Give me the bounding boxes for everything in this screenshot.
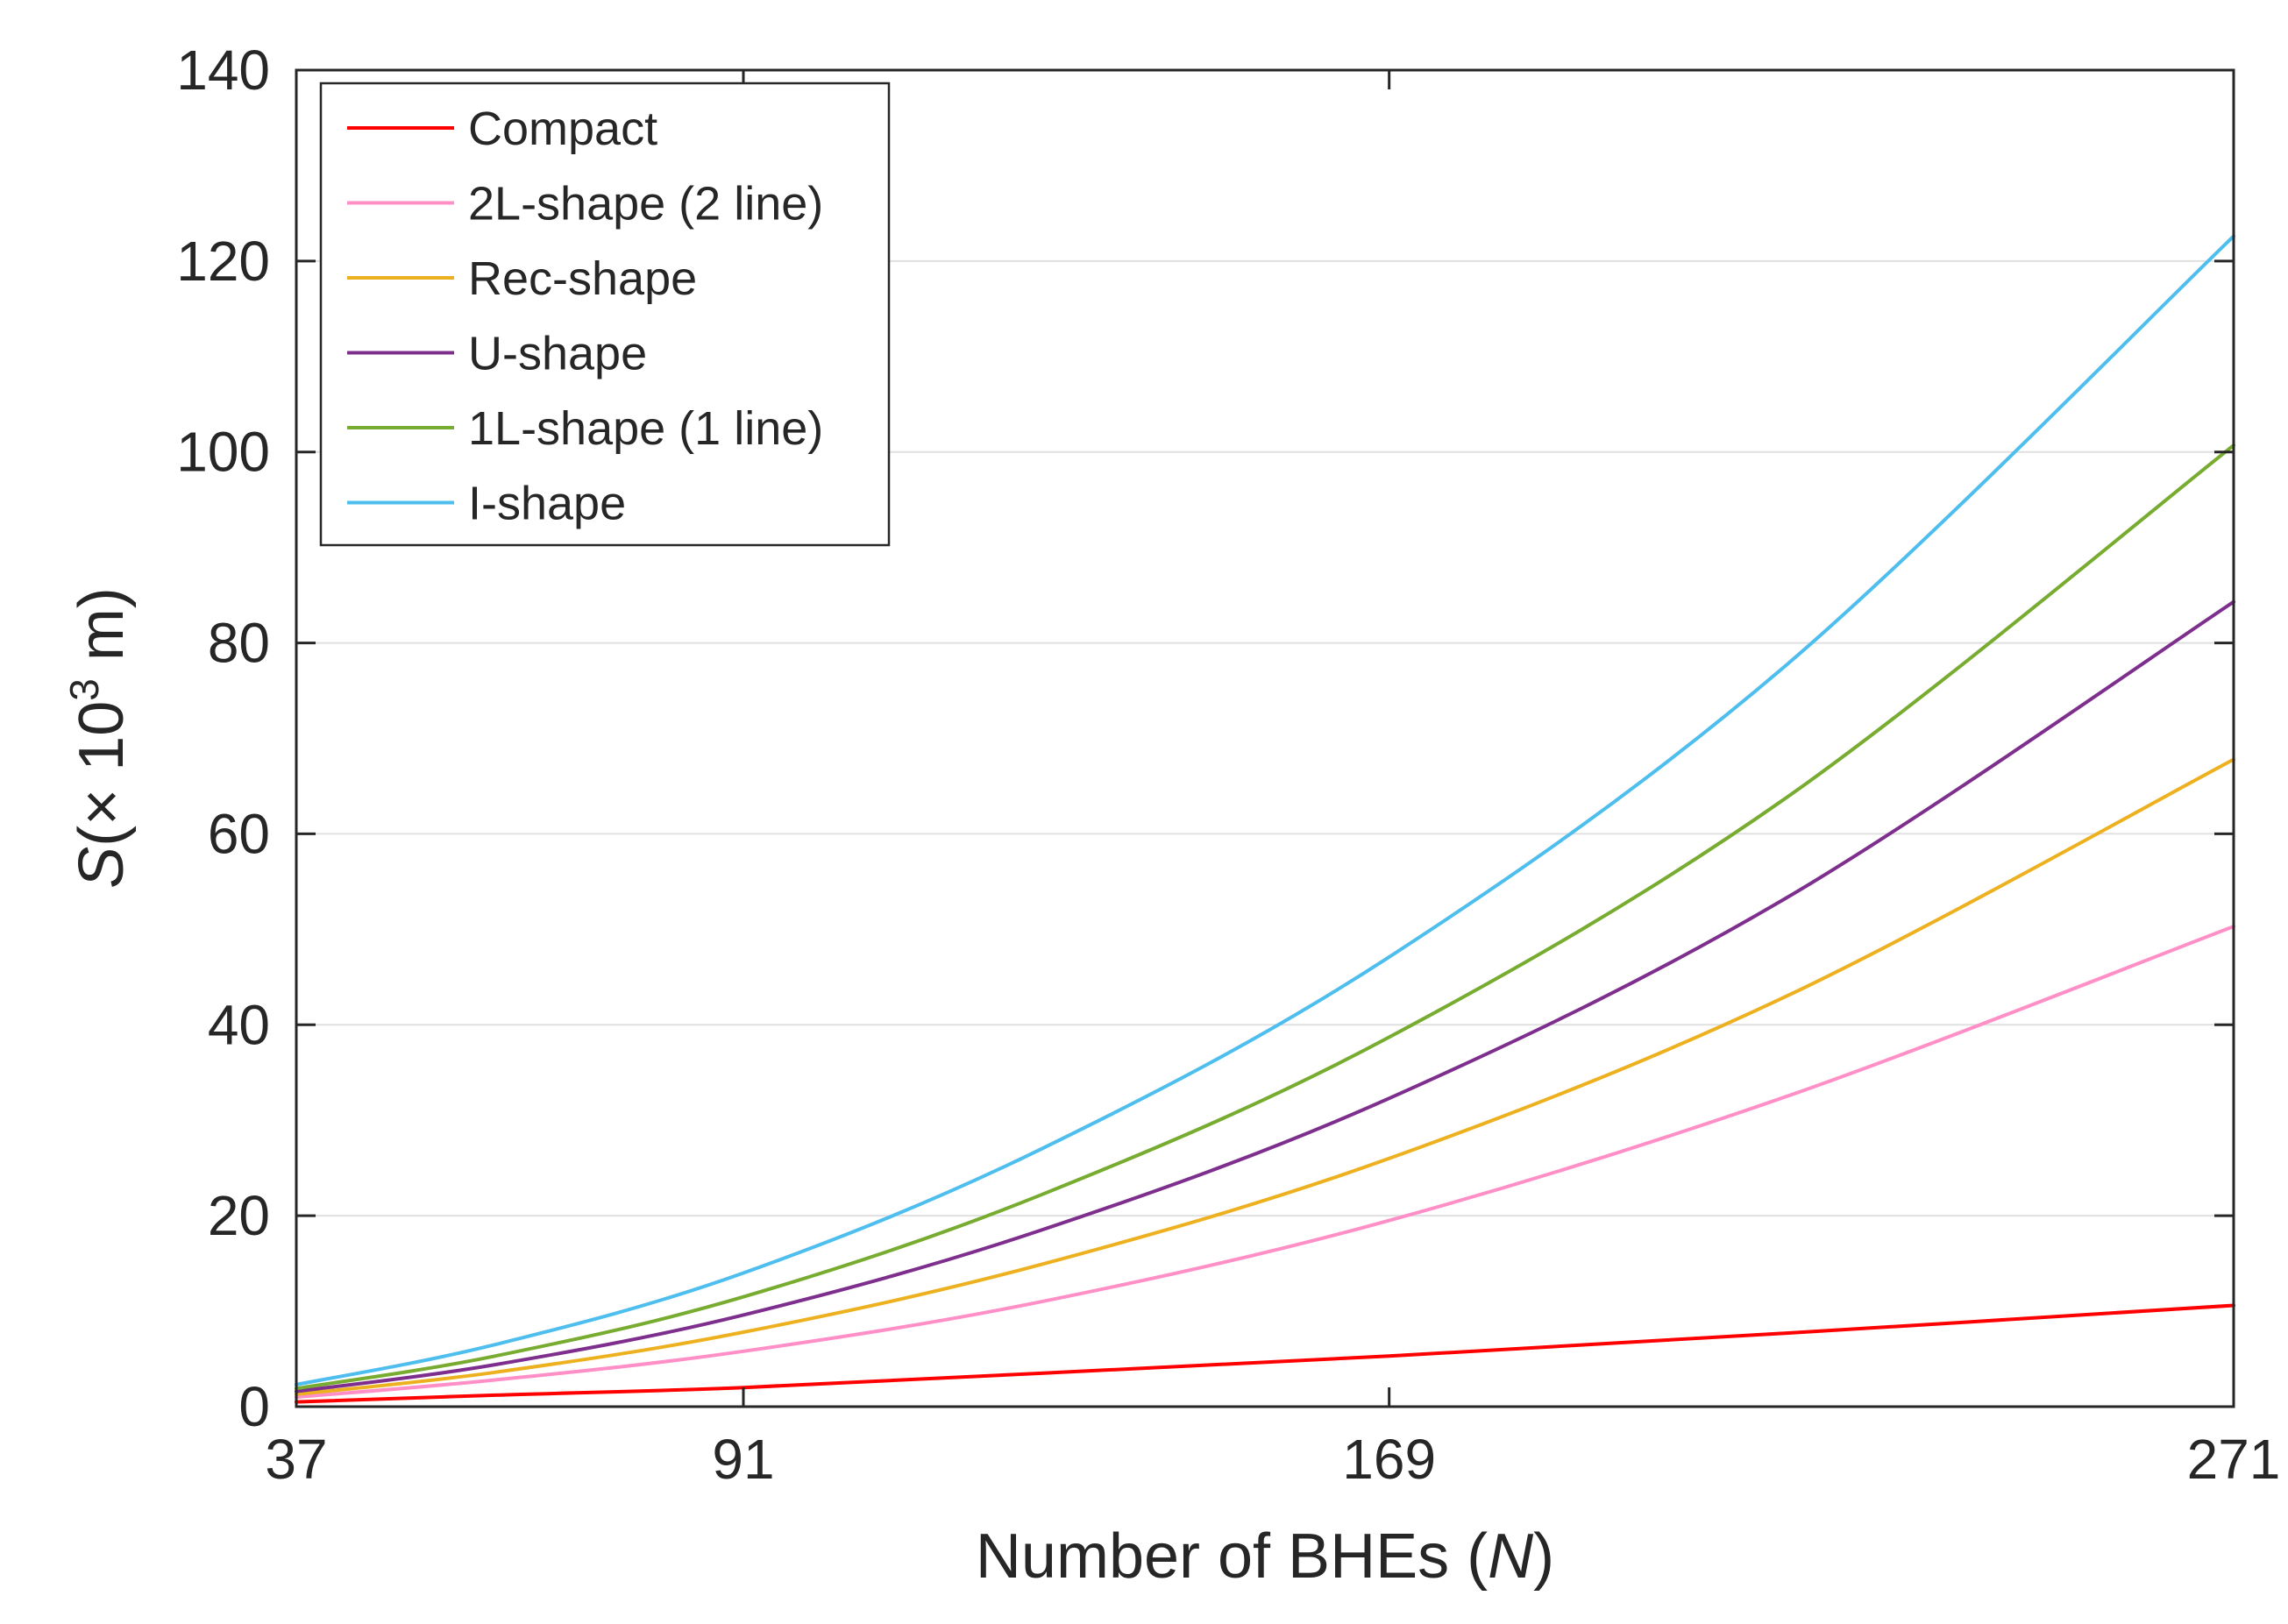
legend-box xyxy=(319,82,891,547)
x-tick-label: 169 xyxy=(1342,1428,1436,1491)
legend-label: 2L-shape (2 line) xyxy=(468,178,823,230)
series-line-1l-shape-1-line xyxy=(295,443,2235,1391)
y-axis-title: S(× 103 m) xyxy=(61,587,137,889)
tick-layer: 0 20 40 60 80 100 120 140 37 91 169 271 xyxy=(176,39,2280,1491)
series-layer xyxy=(295,234,2235,1404)
x-tick-label: 91 xyxy=(712,1428,774,1491)
x-tick-label: 271 xyxy=(2187,1428,2281,1491)
legend-label: 1L-shape (1 line) xyxy=(468,402,823,455)
legend: Compact 2L-shape (2 line) Rec-shape U-shape… xyxy=(319,82,891,547)
y-tick-label: 0 xyxy=(238,1375,270,1438)
series-line-2l-shape-2-line xyxy=(295,925,2235,1400)
x-axis-title: Number of BHEs (N) xyxy=(976,1521,1554,1592)
x-tick-label: 37 xyxy=(265,1428,327,1491)
series-line-rec-shape xyxy=(295,757,2235,1396)
series-line-compact xyxy=(295,1303,2235,1404)
series-line-i-shape xyxy=(295,234,2235,1386)
legend-label: Rec-shape xyxy=(468,252,697,305)
y-tick-label: 60 xyxy=(208,802,270,865)
axes-box xyxy=(295,68,2235,1408)
y-tick-label: 100 xyxy=(176,421,270,484)
y-tick-label: 20 xyxy=(208,1184,270,1247)
legend-label: U-shape xyxy=(468,328,647,380)
legend-label: I-shape xyxy=(468,478,626,530)
legend-label: Compact xyxy=(468,103,657,155)
y-tick-label: 120 xyxy=(176,230,270,293)
y-tick-label: 80 xyxy=(208,612,270,675)
series-line-u-shape xyxy=(295,599,2235,1394)
y-tick-label: 140 xyxy=(176,39,270,102)
y-tick-label: 40 xyxy=(208,993,270,1056)
